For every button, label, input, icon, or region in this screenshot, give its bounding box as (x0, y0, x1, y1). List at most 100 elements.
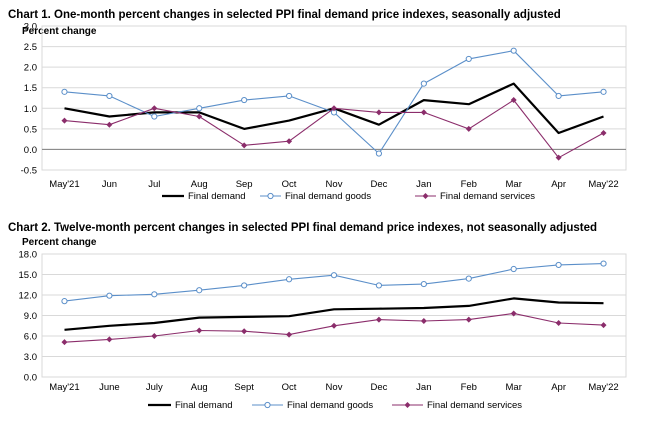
x-tick-label: Aug (191, 382, 208, 393)
legend-marker-final-demand-goods (267, 192, 274, 200)
data-point-final-demand-goods (285, 276, 293, 283)
x-tick-label: Feb (461, 382, 477, 393)
data-point-final-demand-services (510, 97, 517, 104)
data-point-final-demand-services (375, 109, 382, 116)
legend-marker-final-demand-services (422, 193, 429, 199)
x-tick-label: Jan (416, 382, 431, 393)
x-tick-label: Jun (102, 179, 117, 190)
data-point-final-demand-goods (151, 113, 158, 120)
data-point-final-demand-services (106, 121, 113, 128)
data-point-final-demand-goods (241, 96, 248, 104)
x-tick-label: Sept (234, 382, 254, 393)
data-point-final-demand-goods (465, 55, 472, 63)
data-point-final-demand-goods (106, 292, 113, 299)
chart-2-y-axis-label: Percent change (22, 237, 97, 248)
x-tick-label: Dec (370, 382, 387, 393)
chart-1-plot: -0.5 0.0 0.5 1.0 1.5 2.0 2.5 3.0 May'21 Jun Jul Aug… (21, 22, 627, 202)
y-tick-label: 9.0 (24, 311, 37, 322)
legend-marker-final-demand-goods (264, 401, 271, 409)
data-point-final-demand-goods (196, 105, 203, 112)
y-tick-label: -0.5 (21, 166, 37, 177)
data-point-final-demand-goods (375, 150, 383, 157)
x-tick-label: May'22 (588, 382, 618, 393)
data-point-final-demand-goods (151, 291, 158, 298)
data-point-final-demand-goods (555, 92, 562, 100)
x-tick-label: May'21 (49, 382, 79, 393)
y-tick-label: 15.0 (19, 270, 38, 281)
data-point-final-demand-goods (600, 260, 607, 267)
series-line-final-demand-goods (64, 50, 604, 155)
data-point-final-demand-goods (61, 88, 68, 95)
x-tick-label: Apr (551, 179, 566, 190)
data-point-final-demand-goods (241, 282, 248, 289)
x-tick-label: Oct (282, 382, 297, 393)
legend-label-final-demand-goods: Final demand goods (285, 191, 371, 202)
legend-label-final-demand: Final demand (188, 191, 246, 202)
data-point-final-demand-services (61, 117, 68, 124)
chart-2: Chart 2. Twelve-month percent changes in… (0, 210, 670, 436)
data-point-final-demand-services (600, 129, 607, 136)
data-point-final-demand-services (196, 113, 203, 120)
data-point-final-demand-goods (330, 272, 338, 279)
y-tick-label: 12.0 (19, 291, 38, 302)
y-tick-label: 2.0 (24, 63, 37, 74)
data-point-final-demand-goods (196, 287, 203, 294)
chart-2-plot: 0.0 3.0 6.0 9.0 12.0 15.0 18.0 May'21 June July Au… (19, 250, 627, 411)
y-tick-label: 18.0 (19, 250, 38, 261)
y-tick-label: 3.0 (24, 352, 37, 363)
legend-label-final-demand-goods: Final demand goods (287, 400, 373, 411)
y-tick-label: 1.0 (24, 104, 37, 115)
data-point-final-demand-goods (61, 298, 68, 305)
data-point-final-demand-services (600, 322, 607, 329)
data-point-final-demand-services (465, 125, 472, 132)
x-tick-label: May'22 (588, 179, 618, 190)
data-point-final-demand-services (375, 316, 382, 323)
chart-1-title: Chart 1. One-month percent changes in se… (8, 9, 561, 21)
data-point-final-demand-services (151, 333, 158, 339)
data-point-final-demand-services (151, 105, 158, 112)
x-tick-label: Mar (506, 179, 522, 190)
y-tick-label: 1.5 (24, 83, 37, 94)
legend-label-final-demand: Final demand (175, 400, 233, 411)
data-point-final-demand-services (420, 109, 427, 116)
data-point-final-demand-services (510, 310, 517, 317)
data-point-final-demand-services (331, 322, 337, 329)
x-tick-label: Apr (551, 382, 566, 393)
data-point-final-demand-goods (600, 88, 607, 95)
data-point-final-demand-services (555, 320, 562, 327)
x-tick-label: Nov (326, 179, 343, 190)
x-tick-label: June (99, 382, 120, 393)
data-point-final-demand-services (196, 327, 203, 334)
x-tick-label: Jul (148, 179, 160, 190)
chart-2-title: Chart 2. Twelve-month percent changes in… (8, 222, 598, 234)
plot-frame (41, 25, 627, 171)
data-point-final-demand-goods (420, 80, 427, 87)
x-tick-label: Aug (191, 179, 208, 190)
data-point-final-demand-goods (510, 265, 517, 273)
legend-label-final-demand-services: Final demand services (440, 191, 535, 202)
series-line-final-demand (64, 297, 604, 331)
data-point-final-demand-services (106, 336, 113, 343)
data-point-final-demand-services (555, 154, 562, 161)
x-tick-label: Dec (370, 179, 387, 190)
data-point-final-demand-goods (555, 261, 562, 269)
data-point-final-demand-goods (375, 282, 383, 289)
data-point-final-demand-services (331, 105, 337, 112)
data-point-final-demand-services (61, 339, 68, 346)
legend-marker-final-demand-services (404, 402, 411, 408)
x-tick-label: Oct (282, 179, 297, 190)
data-point-final-demand-goods (285, 92, 293, 100)
data-point-final-demand-services (286, 331, 293, 338)
chart-1-y-axis-label: Percent change (22, 26, 97, 37)
y-tick-label: 6.0 (24, 332, 37, 343)
data-point-final-demand-services (420, 317, 427, 324)
y-tick-label: 0.5 (24, 124, 37, 135)
x-tick-label: Jan (416, 179, 431, 190)
x-tick-label: Sep (236, 179, 253, 190)
y-tick-label: 2.5 (24, 42, 37, 53)
data-point-final-demand-goods (465, 275, 472, 282)
data-point-final-demand-services (286, 138, 293, 145)
data-point-final-demand-goods (510, 47, 517, 54)
x-tick-label: July (146, 382, 163, 393)
data-point-final-demand-goods (106, 92, 113, 100)
